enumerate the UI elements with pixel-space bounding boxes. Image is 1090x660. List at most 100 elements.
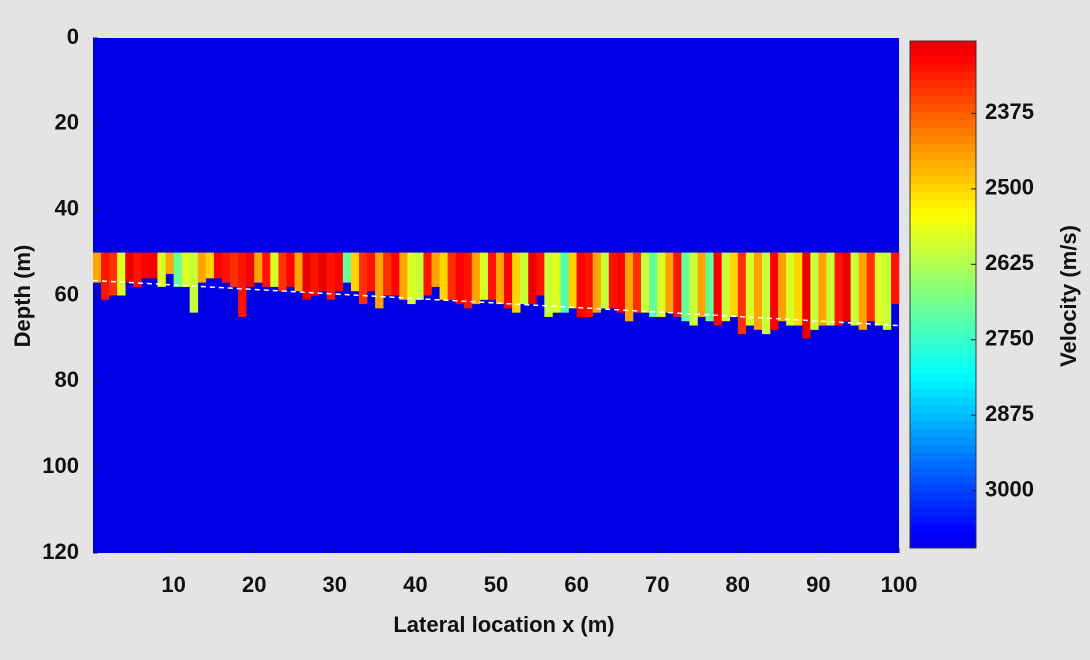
colorbar-step (910, 120, 976, 129)
y-tick-label: 100 (42, 453, 79, 478)
x-tick-label: 90 (806, 572, 830, 597)
velocity-column (705, 252, 714, 322)
velocity-column (737, 252, 747, 335)
velocity-column (834, 252, 843, 326)
velocity-column (544, 252, 553, 317)
velocity-column (310, 252, 319, 296)
colorbar-step (910, 405, 976, 414)
colorbar-step (910, 437, 976, 446)
colorbar-step (910, 500, 976, 509)
velocity-column (141, 252, 150, 279)
velocity-column (238, 252, 247, 317)
velocity-column (230, 252, 239, 287)
velocity-column (874, 252, 884, 326)
colorbar-step (910, 199, 976, 208)
colorbar-step (910, 524, 976, 533)
velocity-column (93, 252, 102, 283)
velocity-column (149, 252, 158, 279)
velocity-column (641, 252, 650, 313)
y-tick-label: 40 (55, 195, 79, 220)
velocity-column (205, 252, 215, 279)
velocity-column (496, 252, 505, 305)
colorbar-step (910, 413, 976, 422)
colorbar-step (910, 215, 976, 224)
velocity-column (850, 252, 859, 326)
colorbar-tick-label: 3000 (985, 476, 1034, 501)
colorbar-step (910, 381, 976, 391)
velocity-column (818, 252, 827, 326)
velocity-column (633, 252, 642, 313)
velocity-column (423, 252, 432, 296)
colorbar-tick-label: 2375 (985, 99, 1034, 124)
colorbar-step (910, 373, 976, 383)
colorbar-step (910, 56, 976, 66)
velocity-column (584, 252, 594, 317)
y-tick-label: 80 (55, 367, 79, 392)
velocity-column (367, 252, 376, 292)
velocity-column (770, 252, 779, 330)
velocity-column (512, 252, 521, 313)
x-axis-label: Lateral location x (m) (393, 612, 614, 637)
velocity-column (133, 252, 142, 287)
velocity-column (810, 252, 819, 330)
velocity-column (729, 252, 739, 317)
velocity-column (375, 252, 384, 309)
velocity-column (761, 252, 771, 335)
x-tick-label: 30 (323, 572, 347, 597)
colorbar-step (910, 128, 976, 137)
colorbar-step (910, 334, 976, 343)
velocity-column (383, 252, 392, 296)
colorbar-step (910, 389, 976, 398)
velocity-column (350, 252, 360, 292)
colorbar-step (910, 41, 976, 50)
velocity-column (117, 252, 126, 296)
colorbar-step (910, 342, 976, 351)
colorbar-step (910, 175, 976, 185)
colorbar-step (910, 167, 976, 177)
velocity-column (479, 252, 489, 300)
velocity-column (487, 252, 497, 300)
colorbar-tick-label: 2875 (985, 401, 1034, 426)
velocity-column (826, 252, 835, 326)
colorbar-step (910, 532, 976, 541)
velocity-column (649, 252, 658, 317)
velocity-column (262, 252, 271, 287)
velocity-column (342, 252, 352, 283)
velocity-column (552, 252, 561, 313)
y-tick-label: 20 (55, 110, 79, 135)
velocity-column (568, 252, 577, 309)
velocity-column (358, 252, 368, 305)
colorbar-tick-label: 2500 (985, 175, 1034, 200)
x-tick-label: 10 (161, 572, 185, 597)
velocity-column (334, 252, 344, 292)
velocity-column (504, 252, 513, 309)
velocity-column (286, 252, 295, 287)
colorbar-step (910, 318, 976, 327)
velocity-column (455, 252, 465, 305)
velocity-column (745, 252, 755, 326)
colorbar-step (910, 365, 976, 375)
colorbar-step (910, 112, 976, 121)
velocity-column (270, 252, 279, 287)
colorbar-step (910, 88, 976, 97)
colorbar-step (910, 492, 976, 501)
colorbar-step (910, 452, 976, 462)
colorbar-label: Velocity (m/s) (1056, 225, 1081, 367)
velocity-column (189, 252, 199, 313)
velocity-column (624, 252, 634, 322)
colorbar-step (910, 429, 976, 438)
velocity-column (520, 252, 529, 305)
y-tick-label: 0 (67, 24, 79, 49)
colorbar-step (910, 397, 976, 406)
colorbar-step (910, 159, 976, 169)
colorbar-step (910, 254, 976, 264)
velocity-column (197, 252, 207, 283)
velocity-column (109, 252, 118, 296)
y-tick-label: 60 (55, 281, 79, 306)
velocity-column (592, 252, 602, 313)
colorbar-step (910, 80, 976, 90)
colorbar-step (910, 357, 976, 367)
colorbar-step (910, 72, 976, 82)
velocity-column (697, 252, 706, 317)
